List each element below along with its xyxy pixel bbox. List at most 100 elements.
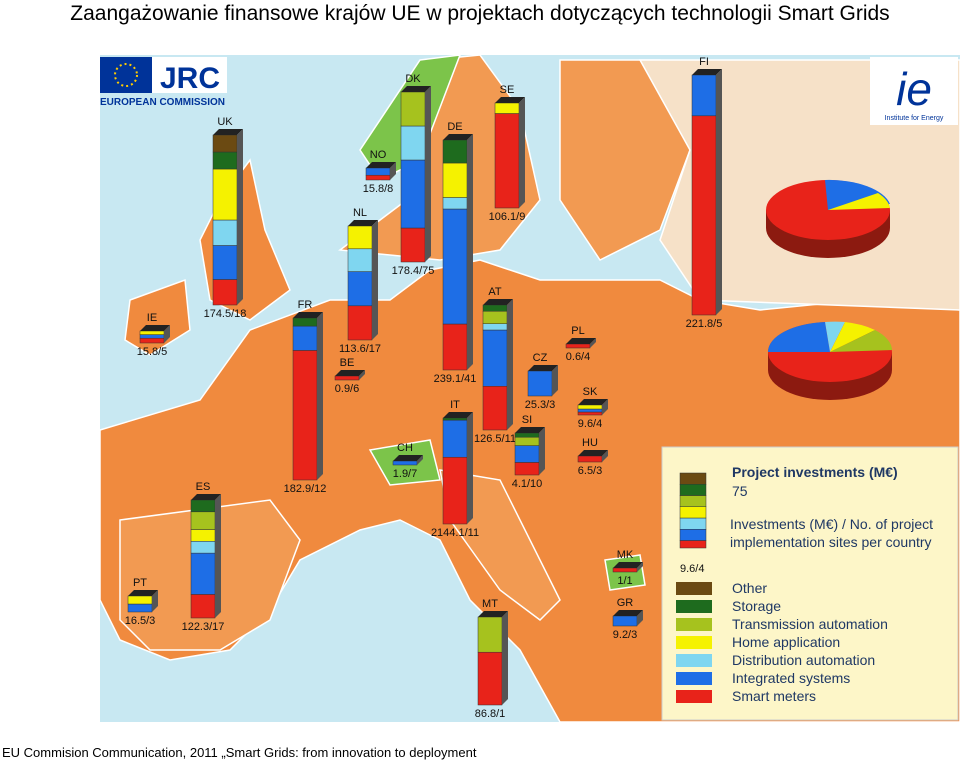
- bar-segment: [565, 343, 591, 349]
- country-label: 122.3/17: [182, 621, 225, 633]
- bar-top: [128, 590, 158, 596]
- legend-sample-segment: [679, 506, 707, 519]
- bar-segment: [139, 330, 165, 335]
- bar-segment: [347, 248, 373, 272]
- bar-top: [613, 610, 643, 616]
- bar-segment: [477, 651, 503, 706]
- legend-swatch: [676, 672, 712, 685]
- bar-segment: [482, 311, 508, 324]
- legend-label: Integrated systems: [732, 670, 850, 686]
- bar-segment: [212, 219, 238, 246]
- jrc-text: JRC: [160, 62, 220, 95]
- bar-segment: [212, 168, 238, 221]
- legend-sample-segment: [679, 517, 707, 530]
- legend: Project investments (M€) 75 9.6/4 Invest…: [661, 446, 959, 721]
- country-code: SE: [500, 84, 515, 96]
- legend-sample-segment: [679, 472, 707, 485]
- bar-top: [566, 338, 596, 344]
- country-code: PT: [133, 577, 147, 589]
- legend-sample-segment: [679, 529, 707, 541]
- bar-segment: [482, 329, 508, 387]
- bar-segment: [292, 317, 318, 327]
- country-label: 15.8/5: [137, 346, 168, 358]
- pie-upper: [766, 179, 890, 258]
- bar-segment: [365, 167, 391, 176]
- country-code: PL: [571, 325, 584, 337]
- bar-segment: [691, 115, 717, 316]
- bar-segment: [190, 499, 216, 513]
- bar-segment: [442, 419, 468, 458]
- bar-segment: [400, 91, 426, 127]
- bar-segment: [190, 552, 216, 595]
- bar-side: [602, 399, 608, 415]
- bar-segment: [292, 350, 318, 481]
- bar-segment: [392, 460, 418, 466]
- country-code: HU: [582, 437, 598, 449]
- country-code: NO: [370, 149, 387, 161]
- country-code: FI: [699, 56, 709, 68]
- bar-side: [507, 299, 513, 430]
- legend-label: Home application: [732, 634, 840, 650]
- bar-segment: [482, 304, 508, 312]
- country-code: BE: [340, 357, 355, 369]
- legend-label: Storage: [732, 598, 781, 614]
- bar-top: [515, 427, 545, 433]
- bar-side: [716, 69, 722, 315]
- bar-segment: [442, 417, 468, 421]
- legend-sample-segment: [679, 540, 707, 549]
- bar-segment: [482, 386, 508, 431]
- bar-top: [578, 450, 608, 456]
- country-code: SK: [583, 386, 598, 398]
- bar-top: [443, 412, 473, 418]
- legend-label: Other: [732, 580, 767, 596]
- country-label: 2144.1/11: [431, 527, 479, 539]
- bar-side: [425, 86, 431, 262]
- country-label: 126.5/11: [474, 433, 516, 445]
- country-code: CH: [397, 442, 413, 454]
- bar-top: [393, 455, 423, 461]
- caption: EU Commision Communication, 2011 „Smart …: [2, 745, 477, 760]
- country-code: CZ: [533, 352, 548, 364]
- bar-segment: [365, 174, 391, 181]
- bar-side: [372, 220, 378, 340]
- bar-segment: [612, 567, 638, 573]
- bar-segment: [212, 151, 238, 170]
- bar-segment: [442, 139, 468, 164]
- legend-label: Distribution automation: [732, 652, 875, 668]
- country-code: SI: [522, 414, 532, 426]
- country-label: 9.2/3: [613, 629, 637, 641]
- country-code: ES: [196, 481, 211, 493]
- country-code: MK: [617, 549, 634, 561]
- country-label: 0.6/4: [566, 351, 590, 363]
- bar-side: [467, 412, 473, 524]
- country-label: 113.6/17: [339, 343, 381, 355]
- country-label: 16.5/3: [125, 615, 156, 627]
- bar-top: [495, 97, 525, 103]
- country-code: NL: [353, 207, 367, 219]
- bar-segment: [400, 159, 426, 229]
- pie-lower: [767, 321, 892, 400]
- country-label: 9.6/4: [578, 418, 602, 430]
- bar-side: [637, 610, 643, 626]
- bar-segment: [514, 462, 540, 476]
- bar-top: [191, 494, 221, 500]
- bar-segment: [190, 529, 216, 542]
- legend-swatch: [676, 600, 712, 613]
- bar-top: [293, 312, 323, 318]
- legend-swatch: [676, 654, 712, 667]
- country-label: 106.1/9: [489, 211, 526, 223]
- bar-segment: [442, 162, 468, 198]
- legend-swatch: [676, 636, 712, 649]
- bar-segment: [514, 432, 540, 438]
- bar-top: [401, 86, 431, 92]
- bar-segment: [514, 445, 540, 463]
- bar-segment: [442, 323, 468, 371]
- legend-title: Project investments (M€): [732, 464, 898, 480]
- country-label: 174.5/18: [204, 308, 247, 320]
- title: Zaangażowanie finansowe krajów UE w proj…: [70, 2, 889, 25]
- legend-value: 75: [732, 483, 748, 499]
- bar-segment: [482, 323, 508, 331]
- bar-side: [519, 97, 525, 208]
- country-code: IT: [450, 399, 460, 411]
